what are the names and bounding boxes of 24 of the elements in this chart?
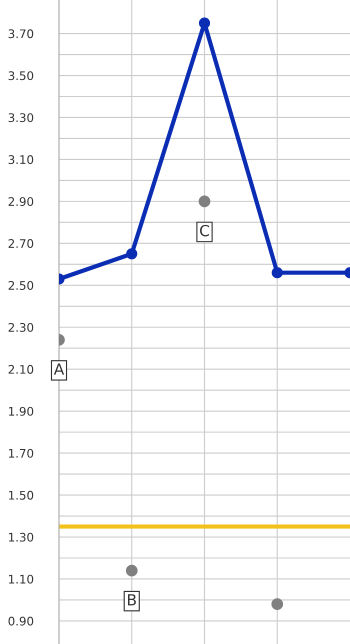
annotation: B	[128, 594, 136, 606]
point	[198, 196, 210, 208]
y-tick-label: 2.10	[8, 364, 34, 374]
y-tick-label: 3.70	[8, 29, 34, 38]
y-tick-label: 3.10	[8, 155, 34, 164]
y-tick-label: 2.70	[8, 239, 34, 248]
point	[126, 248, 138, 260]
y-tick-label: 3.50	[8, 71, 34, 80]
annotation: A	[54, 363, 64, 375]
y-tick-label: 2.90	[8, 197, 34, 206]
point	[271, 598, 284, 610]
point	[272, 267, 283, 278]
y-tick-label: 0.90	[8, 616, 34, 626]
y-tick-label: 1.50	[9, 490, 34, 500]
point	[126, 564, 138, 576]
y-tick-label: 3.30	[8, 113, 34, 122]
y-tick-label: 1.10	[9, 574, 34, 584]
y-tick-label: 1.90	[9, 406, 34, 416]
y-tick-label: 1.70	[9, 448, 34, 458]
y-tick-label: 2.50	[8, 281, 34, 290]
y-tick-label: 1.30	[9, 532, 34, 542]
point	[198, 18, 210, 29]
annotation: C	[200, 224, 210, 236]
y-tick-label: 2.30	[8, 322, 34, 332]
